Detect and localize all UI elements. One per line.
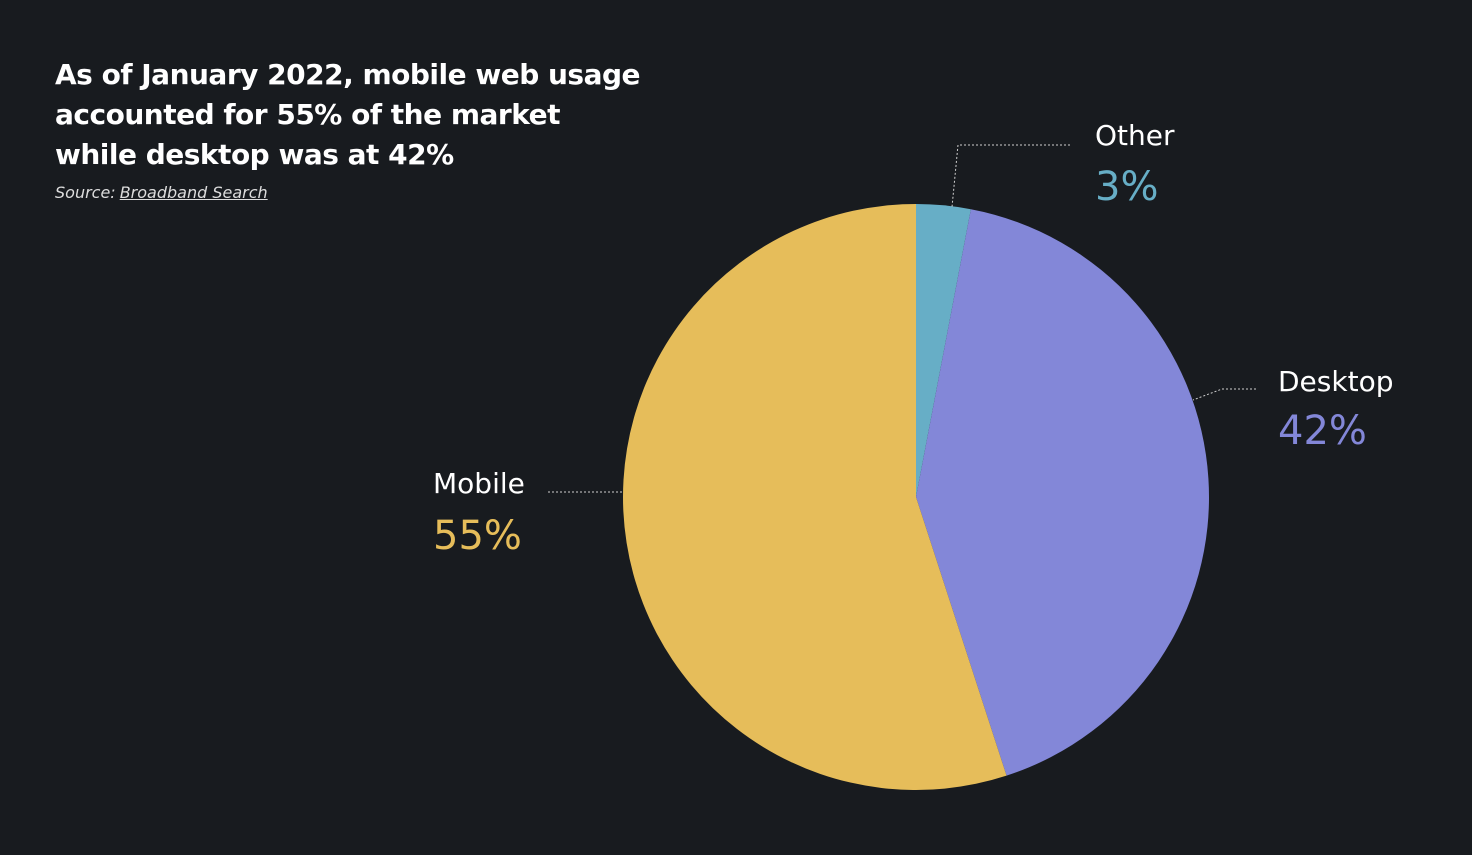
pie-slice	[622, 204, 1007, 790]
slice-value-label: 3%	[1095, 164, 1158, 210]
slice-label: Mobile	[433, 467, 525, 500]
slice-value-label: 55%	[433, 513, 522, 559]
source-link[interactable]: Broadband Search	[119, 183, 268, 202]
leader-line	[951, 144, 1070, 208]
leader-line	[1192, 388, 1256, 401]
slice-value-label: 42%	[1278, 408, 1367, 454]
pie-slice	[916, 209, 1209, 776]
source: Source: Broadband Search	[55, 183, 268, 202]
slice-label: Desktop	[1278, 365, 1393, 398]
slice-label: Other	[1095, 119, 1175, 152]
source-label: Source:	[55, 183, 116, 202]
pie-slice	[916, 204, 971, 497]
chart-title: As of January 2022, mobile web usage acc…	[55, 58, 641, 171]
